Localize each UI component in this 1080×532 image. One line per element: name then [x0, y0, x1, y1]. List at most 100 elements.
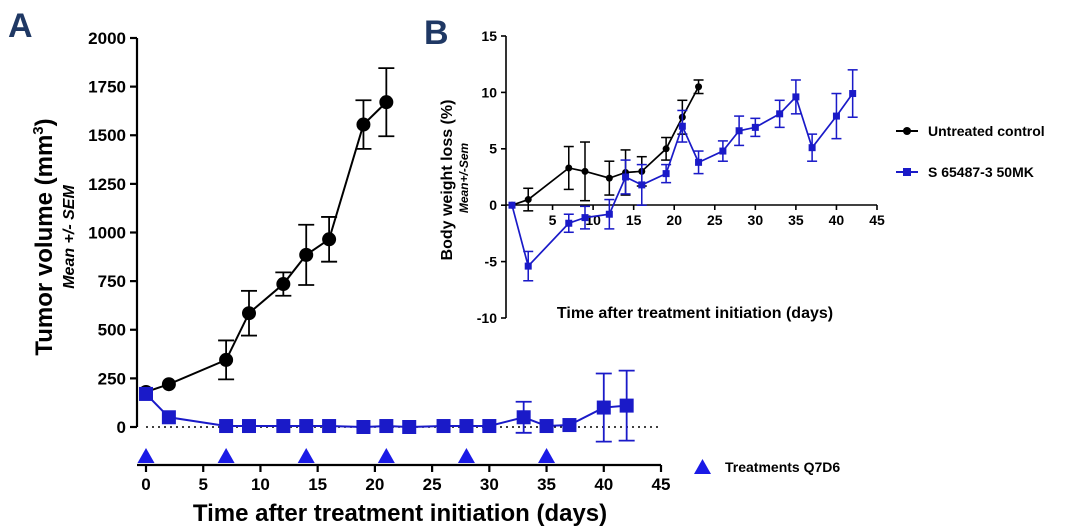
chart-b-x-tick-label: 15: [626, 212, 642, 228]
chart-a-series-untreated-control-point: [299, 247, 314, 262]
chart-b-y-axis-subtitle: Mean+/-Sem: [457, 142, 471, 213]
chart-b-series-s-65487-3-50mk-point: [735, 127, 743, 135]
chart-a-series-untreated-control-point: [322, 232, 337, 247]
chart-b-series-s-65487-3-50mk-point: [638, 181, 646, 189]
chart-a-series-s-65487-3-50mk-point: [161, 410, 176, 425]
chart-a-series-s-65487-3-50mk-point: [356, 420, 371, 434]
chart-b-x-tick-label: 5: [549, 212, 557, 228]
legend-treated-label: S 65487-3 50MK: [928, 164, 1034, 180]
chart-a-series-s-65487-3-50mk-point: [276, 419, 291, 434]
chart-a-y-axis-title-sup: 3: [30, 126, 47, 134]
chart-a-series-untreated-control-point: [242, 306, 256, 321]
chart-b-series-untreated-control-point: [695, 83, 703, 91]
chart-a-series-untreated-control-point: [276, 277, 291, 292]
chart-b-x-axis-title: Time after treatment initiation (days): [557, 305, 833, 322]
legend-untreated-label: Untreated control: [928, 123, 1045, 139]
chart-a-x-tick-label: 20: [365, 475, 384, 494]
chart-a-x-axis-title: Time after treatment initiation (days): [193, 500, 607, 527]
chart-a-y-axis-title: Tumor volume (mm3): [30, 118, 58, 355]
chart-b-y-tick-label: 5: [489, 141, 497, 157]
chart-b-series-s-65487-3-50mk-point: [832, 112, 840, 120]
chart-a-treatment-marker: [377, 448, 395, 463]
chart-a-series-s-65487-3-50mk-point: [482, 419, 497, 434]
chart-b-series-s-65487-3-50mk-point: [808, 144, 816, 152]
chart-b-legend: Untreated control S 65487-3 50MK: [896, 123, 1045, 180]
chart-b-series-s-65487-3-50mk-point: [695, 158, 703, 166]
chart-b-y-tick-label: 15: [481, 28, 497, 44]
chart-a-series-untreated-control-point: [356, 117, 371, 132]
legend-untreated-marker: [903, 127, 911, 135]
chart-a-y-axis-title-close: ): [31, 118, 58, 126]
chart-a-series-s-65487-3-50mk-point: [139, 386, 153, 401]
chart-b-x-tick-label: 35: [788, 212, 804, 228]
chart-b-series-untreated-control-point: [605, 174, 613, 182]
chart-a-x-tick-label: 0: [141, 475, 150, 494]
chart-a-x-tick-label: 35: [537, 475, 556, 494]
chart-b-series-untreated-control-point: [662, 145, 670, 153]
chart-b-series-s-65487-3-50mk-point: [508, 201, 516, 209]
chart-b-y-axis-title: Body weight loss (%): [439, 100, 456, 261]
chart-a-series-s-65487-3-50mk-point: [322, 419, 337, 434]
chart-b-series-s-65487-3-50mk-point: [565, 219, 573, 227]
treatment-legend-label: Treatments Q7D6: [725, 459, 840, 475]
chart-b-series-s-65487-3-50mk-point: [678, 122, 686, 130]
chart-b-series-s-65487-3-50mk-point: [849, 90, 857, 98]
chart-a-series-s-65487-3-50mk-point: [299, 419, 314, 434]
chart-b-series-s-65487-3-50mk-point: [581, 214, 589, 222]
panel-a-letter: A: [8, 7, 33, 45]
chart-a-series-s-65487-3-50mk-point: [402, 420, 417, 434]
chart-a-x-tick-label: 30: [480, 475, 499, 494]
chart-a-series-s-65487-3-50mk-point: [459, 419, 474, 434]
chart-a-y-tick-label: 250: [98, 369, 126, 388]
chart-a-x-tick-label: 25: [423, 475, 442, 494]
chart-b-series-s-65487-3-50mk-point: [524, 262, 532, 270]
chart-a-y-tick-label: 1750: [88, 78, 126, 97]
chart-b-series-s-65487-3-50mk-point: [751, 123, 759, 131]
legend-treated-marker: [903, 168, 911, 176]
chart-a-treatment-marker: [538, 448, 556, 463]
chart-a-y-axis-title-main: Tumor volume (mm: [31, 135, 58, 356]
chart-a-y-tick-label: 500: [98, 321, 126, 340]
chart-b-series-s-65487-3-50mk-point: [792, 93, 800, 101]
chart-a-series-s-65487-3-50mk-point: [379, 419, 394, 434]
chart-a-series-s-65487-3-50mk-point: [516, 410, 531, 425]
chart-b-y-tick-label: -10: [477, 310, 497, 326]
panel-b-letter: B: [424, 14, 449, 52]
chart-a-x-tick-label: 15: [308, 475, 327, 494]
chart-b-series-untreated-control-point: [581, 167, 589, 175]
chart-b-series-s-65487-3-50mk-point: [662, 170, 670, 178]
chart-a-series-untreated-control-point: [219, 352, 234, 367]
chart-b-x-tick-label: 20: [666, 212, 682, 228]
chart-b-series-s-65487-3-50mk-point: [776, 110, 784, 118]
chart-a-x-tick-label: 45: [652, 475, 671, 494]
chart-a-series-s-65487-3-50mk-point: [242, 419, 256, 434]
chart-a-series-s-65487-3-50mk-point: [562, 418, 577, 433]
chart-b-x-tick-label: 30: [748, 212, 764, 228]
chart-a-y-axis-subtitle: Mean +/- SEM: [61, 185, 78, 289]
chart-a-treatment-marker: [137, 448, 155, 463]
chart-b-y-tick-label: -5: [485, 254, 498, 270]
chart-a-treatment-marker: [457, 448, 475, 463]
chart-a-treatment-marker: [217, 448, 235, 463]
chart-b-x-tick-label: 25: [707, 212, 723, 228]
chart-b-series-untreated-control-point: [524, 196, 532, 204]
chart-a-y-tick-label: 1250: [88, 175, 126, 194]
chart-b-y-tick-label: 0: [489, 197, 497, 213]
chart-a-y-tick-label: 0: [117, 418, 126, 437]
chart-a-x-tick-label: 5: [198, 475, 207, 494]
chart-a-x-tick-label: 10: [251, 475, 270, 494]
chart-a-series-untreated-control-point: [379, 95, 394, 110]
chart-a-series-untreated-control-line: [145, 101, 388, 393]
chart-b-series-s-65487-3-50mk-point: [719, 147, 727, 155]
chart-b-series-untreated-control-point: [565, 164, 573, 172]
chart-a-treatment-marker: [297, 448, 315, 463]
chart-a-x-tick-label: 40: [594, 475, 613, 494]
chart-a-y-tick-label: 1500: [88, 126, 126, 145]
chart-b-y-tick-label: 10: [481, 84, 497, 100]
chart-b-series-s-65487-3-50mk-point: [622, 173, 630, 181]
chart-b-x-tick-label: 40: [829, 212, 845, 228]
chart-a-series-s-65487-3-50mk-point: [596, 400, 611, 415]
chart-a-series-untreated-control-point: [161, 377, 176, 392]
